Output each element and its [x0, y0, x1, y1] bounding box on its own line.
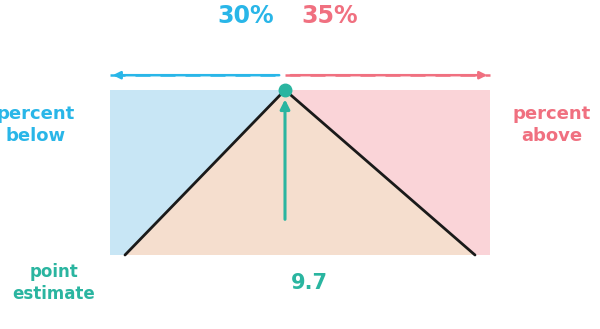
Text: point
estimate: point estimate	[13, 263, 95, 303]
Text: 30%: 30%	[218, 5, 274, 28]
Text: 9.7: 9.7	[290, 273, 328, 293]
Text: 35%: 35%	[302, 5, 358, 28]
Polygon shape	[125, 90, 475, 255]
Bar	[110, 90, 285, 255]
Text: percent
above: percent above	[513, 105, 591, 145]
Text: percent
below: percent below	[0, 105, 75, 145]
Bar	[285, 90, 490, 255]
